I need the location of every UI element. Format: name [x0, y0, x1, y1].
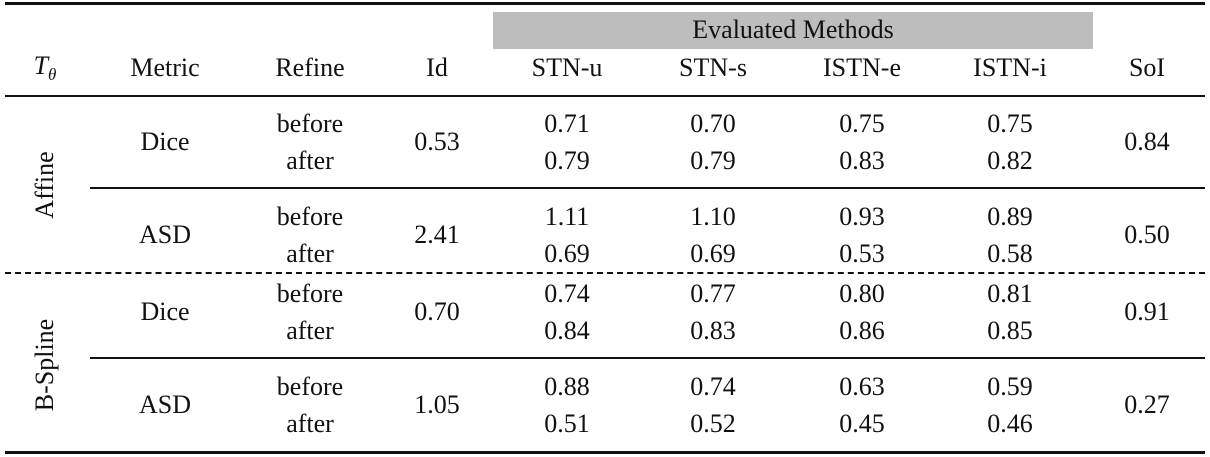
column-header: SoI [1128, 53, 1166, 82]
method-value: 0.59 [987, 372, 1033, 401]
block-rule [90, 357, 1205, 359]
refine: before [276, 202, 344, 231]
id-value: 1.05 [414, 390, 460, 419]
refine: before [276, 109, 344, 138]
method-value: 0.80 [839, 279, 885, 308]
method-value: 1.11 [544, 202, 590, 231]
method-value: 0.77 [690, 279, 736, 308]
method-value: 0.69 [544, 239, 590, 268]
id-value: 0.70 [414, 297, 460, 326]
method-value: 0.63 [839, 372, 885, 401]
id-value: 2.41 [414, 220, 460, 249]
method-value: 0.81 [987, 279, 1033, 308]
method-value: 0.84 [544, 316, 590, 345]
group-header-box [493, 12, 1093, 49]
id-value: 0.53 [414, 127, 460, 156]
refine: before [276, 372, 344, 401]
bottom-rule [5, 451, 1205, 454]
refine: after [286, 316, 334, 345]
theta-symbol: T [33, 50, 49, 80]
method-value: 0.46 [987, 409, 1033, 438]
method-value: 0.71 [544, 109, 590, 138]
metric: Dice [140, 297, 190, 326]
block-rule [90, 187, 1205, 189]
method-value: 0.83 [690, 316, 736, 345]
metric: ASD [138, 220, 192, 249]
soi-value: 0.50 [1124, 220, 1170, 249]
method-value: 0.69 [690, 239, 736, 268]
metric: ASD [138, 390, 192, 419]
method-value: 0.51 [544, 409, 590, 438]
group-header: Evaluated Methods [692, 15, 894, 44]
column-header: ISTN-i [973, 53, 1047, 82]
metric: Dice [140, 127, 190, 156]
method-value: 0.70 [690, 109, 736, 138]
method-value: 0.79 [544, 146, 590, 175]
method-value: 0.79 [690, 146, 736, 175]
soi-value: 0.91 [1124, 297, 1170, 326]
theta-subscript: θ [48, 65, 57, 85]
header-rule [5, 95, 1205, 97]
method-value: 0.86 [839, 316, 885, 345]
transform-label: Affine [30, 151, 59, 219]
method-value: 0.88 [544, 372, 590, 401]
column-header: ISTN-e [823, 53, 901, 82]
refine: after [286, 409, 334, 438]
method-value: 0.93 [839, 202, 885, 231]
method-value: 0.53 [839, 239, 885, 268]
method-value: 0.89 [987, 202, 1033, 231]
method-value: 0.45 [839, 409, 885, 438]
group-rule [5, 272, 1205, 274]
column-header: Refine [275, 53, 345, 82]
method-value: 0.52 [690, 409, 736, 438]
column-header: STN-u [531, 53, 603, 82]
method-value: 1.10 [690, 202, 736, 231]
method-value: 0.82 [987, 146, 1033, 175]
column-header: Id [426, 53, 448, 82]
method-value: 0.85 [987, 316, 1033, 345]
method-value: 0.75 [839, 109, 885, 138]
soi-value: 0.27 [1124, 390, 1170, 419]
column-header: STN-s [679, 53, 747, 82]
refine: before [276, 279, 344, 308]
refine: after [286, 146, 334, 175]
refine: after [286, 239, 334, 268]
top-rule [5, 2, 1205, 5]
column-header: Metric [130, 53, 200, 82]
method-value: 0.74 [544, 279, 590, 308]
transform-label: B-Spline [30, 318, 59, 412]
method-value: 0.75 [987, 109, 1033, 138]
method-value: 0.58 [987, 239, 1033, 268]
theta-header: Tθ [34, 51, 57, 85]
method-value: 0.74 [690, 372, 736, 401]
soi-value: 0.84 [1124, 127, 1170, 156]
method-value: 0.83 [839, 146, 885, 175]
